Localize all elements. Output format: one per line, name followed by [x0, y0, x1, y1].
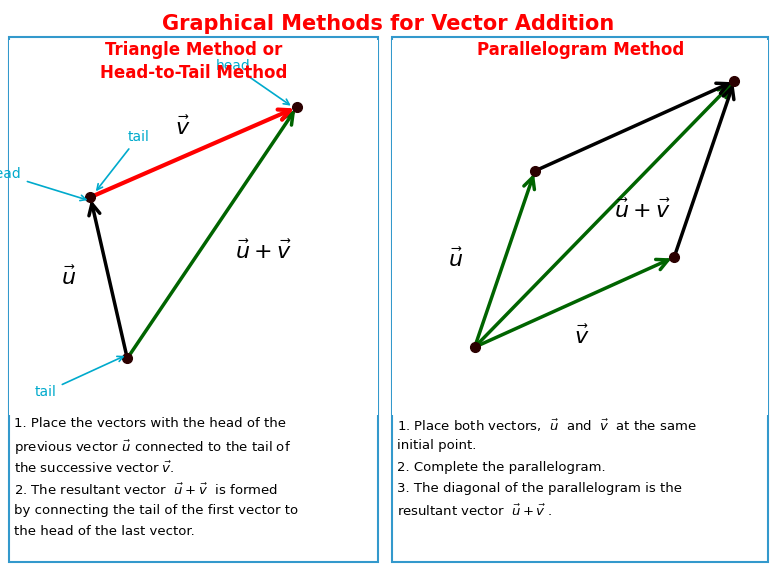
- Text: 2. The resultant vector  $\vec{u}+\vec{v}$  is formed: 2. The resultant vector $\vec{u}+\vec{v}…: [14, 482, 278, 498]
- Text: initial point.: initial point.: [397, 439, 476, 452]
- Text: tail: tail: [97, 130, 149, 190]
- Text: tail: tail: [35, 356, 123, 399]
- Text: Parallelogram Method: Parallelogram Method: [476, 41, 684, 59]
- Text: $\vec{u}+\vec{v}$: $\vec{u}+\vec{v}$: [614, 199, 670, 222]
- Text: previous vector $\vec{u}$ connected to the tail of: previous vector $\vec{u}$ connected to t…: [14, 439, 291, 457]
- Text: resultant vector  $\vec{u}+\vec{v}$ .: resultant vector $\vec{u}+\vec{v}$ .: [397, 504, 553, 519]
- Text: $\vec{u}$: $\vec{u}$: [449, 248, 463, 271]
- Text: $\vec{v}$: $\vec{v}$: [574, 324, 590, 348]
- Text: by connecting the tail of the first vector to: by connecting the tail of the first vect…: [14, 504, 298, 517]
- Text: 3. The diagonal of the parallelogram is the: 3. The diagonal of the parallelogram is …: [397, 482, 682, 495]
- Text: the head of the last vector.: the head of the last vector.: [14, 525, 195, 538]
- Text: head: head: [216, 59, 289, 105]
- Text: Triangle Method or
Head-to-Tail Method: Triangle Method or Head-to-Tail Method: [100, 41, 288, 82]
- Text: $\vec{u}$: $\vec{u}$: [61, 266, 76, 290]
- Text: 1. Place both vectors,  $\vec{u}$  and  $\vec{v}$  at the same: 1. Place both vectors, $\vec{u}$ and $\v…: [397, 417, 697, 434]
- Text: Graphical Methods for Vector Addition: Graphical Methods for Vector Addition: [162, 14, 614, 34]
- Text: head: head: [0, 168, 86, 201]
- Text: 1. Place the vectors with the head of the: 1. Place the vectors with the head of th…: [14, 417, 286, 431]
- Text: $\vec{v}$: $\vec{v}$: [175, 116, 190, 140]
- Text: $\vec{u}+\vec{v}$: $\vec{u}+\vec{v}$: [235, 240, 292, 263]
- Text: the successive vector $\vec{v}$.: the successive vector $\vec{v}$.: [14, 461, 175, 476]
- Text: 2. Complete the parallelogram.: 2. Complete the parallelogram.: [397, 461, 606, 474]
